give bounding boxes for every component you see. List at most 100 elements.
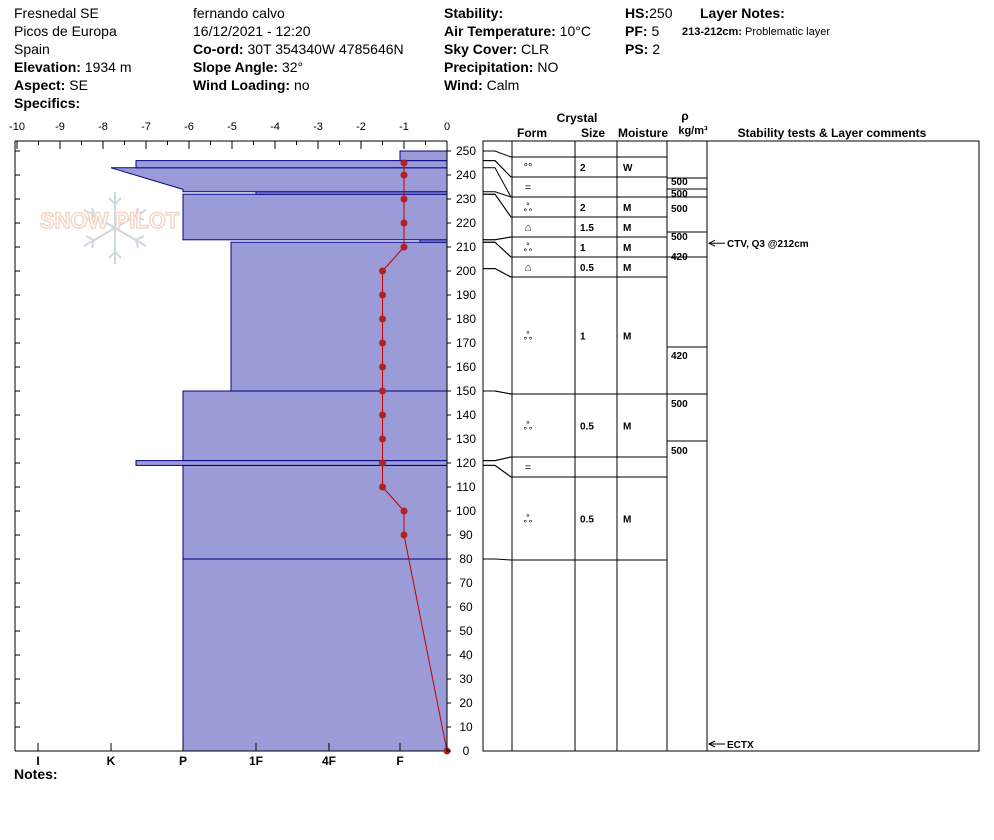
layer-connector <box>483 191 512 198</box>
test-label: ECTX <box>727 740 754 751</box>
height-tick-label: 50 <box>459 624 473 638</box>
density-value: 500 <box>671 189 688 200</box>
elevation-label: Elevation: <box>14 59 81 75</box>
hs-label: HS: <box>625 5 650 21</box>
layer-size: 2 <box>580 203 586 214</box>
layer-size: 0.5 <box>580 422 594 433</box>
coordinates: Co-ord: 30T 354340W 4785646N <box>193 40 404 58</box>
temperature-line <box>382 163 448 752</box>
height-tick-label: 130 <box>456 432 476 446</box>
snowpilot-watermark: SNOW PILOT <box>39 192 181 264</box>
precip-value: NO <box>537 59 559 75</box>
layer-size: 2 <box>580 163 586 174</box>
layer-moisture: M <box>623 422 631 433</box>
layer-connector <box>483 150 512 158</box>
temperature-tick-label: -3 <box>313 121 323 133</box>
aspect-value: SE <box>69 77 88 93</box>
density-value: 500 <box>671 204 688 215</box>
hardness-bar <box>182 464 448 560</box>
ps: PS: 2 <box>625 40 660 58</box>
temperature-point <box>379 459 386 467</box>
height-tick-label: 190 <box>456 288 476 302</box>
hardness-tick-label: 4F <box>322 754 336 768</box>
height-tick-label: 0 <box>463 744 470 758</box>
layer-table: Crystal Form Size Moisture ρ kg/m³ Stability t… <box>482 109 980 752</box>
layer-connector <box>483 390 512 395</box>
slope-label: Slope Angle: <box>193 59 279 75</box>
temperature-tick-label: -9 <box>55 121 65 133</box>
layer-moisture: W <box>623 163 633 174</box>
sky-label: Sky Cover: <box>444 41 518 57</box>
hardness-bar <box>182 193 448 241</box>
temperature-tick-label: 0 <box>444 121 450 133</box>
wind-loading-value: no <box>293 77 310 93</box>
density-value: 500 <box>671 446 688 457</box>
temperature-point <box>400 171 408 179</box>
melt-freeze-icon: ஃ <box>524 331 533 343</box>
temperature-tick-label: -8 <box>98 121 108 133</box>
layer-moisture: M <box>623 203 631 214</box>
test-label: CTV, Q3 @212cm <box>727 239 809 250</box>
height-tick-label: 230 <box>456 192 476 206</box>
stability: Stability: <box>444 4 503 22</box>
melt-freeze-icon: ஃ <box>524 421 533 433</box>
elevation-value: 1934 m <box>84 59 132 75</box>
temperature-point <box>400 531 408 539</box>
height-tick-label: 60 <box>459 600 473 614</box>
height-tick-label: 30 <box>459 672 473 686</box>
density-value: 420 <box>671 252 688 263</box>
specifics-label: Specifics: <box>14 95 81 111</box>
hardness-tick-label: I <box>36 754 39 768</box>
height-tick-label: 120 <box>456 456 476 470</box>
temperature-point <box>379 411 386 419</box>
wind-value: Calm <box>486 77 520 93</box>
temperature-tick-label: -10 <box>9 121 25 133</box>
temperature-tick-label: -5 <box>227 121 237 133</box>
layer-size: 0.5 <box>580 263 594 274</box>
height-tick-label: 160 <box>456 360 476 374</box>
density-value: 500 <box>671 399 688 410</box>
layer-moisture: M <box>623 263 631 274</box>
wind-loading-label: Wind Loading: <box>193 77 291 93</box>
test-arrow-head <box>707 239 716 247</box>
height-tick-label: 150 <box>456 384 476 398</box>
wind-loading: Wind Loading: no <box>193 76 310 94</box>
slope-angle: Slope Angle: 32° <box>193 58 303 76</box>
layer-size: 0.5 <box>580 515 594 526</box>
height-tick-label: 90 <box>459 528 473 542</box>
hardness-tick-label: K <box>107 754 116 768</box>
ps-label: PS: <box>625 41 649 57</box>
density-unit-header: kg/m³ <box>678 125 708 137</box>
height-tick-label: 180 <box>456 312 476 326</box>
size-header: Size <box>581 126 605 140</box>
height-tick-label: 80 <box>459 552 473 566</box>
temperature-point <box>400 195 408 203</box>
layer-moisture: M <box>623 243 631 254</box>
hardness-tick-label: F <box>396 754 403 768</box>
layer-connector <box>483 193 512 218</box>
melt-freeze-icon: ஃ <box>524 514 533 526</box>
precip-label: Precipitation: <box>444 59 534 75</box>
layer-connector <box>483 456 512 462</box>
rounded-grains-icon: °° <box>524 162 533 174</box>
test-arrow-head <box>707 740 716 748</box>
height-tick-label: 220 <box>456 216 476 230</box>
surface-hoar-icon: = <box>525 182 531 194</box>
layer-notes: Layer Notes: <box>700 4 785 22</box>
height-tick-label: 100 <box>456 504 476 518</box>
temperature-point <box>400 219 408 227</box>
notes: Notes: <box>14 765 58 783</box>
density-value: 500 <box>671 232 688 243</box>
layer-moisture: M <box>623 223 631 234</box>
hardness-bar <box>182 558 448 752</box>
faceted-icon: ⌂ <box>525 222 532 234</box>
temperature-tick-label: -7 <box>141 121 151 133</box>
temperature-point <box>379 387 386 395</box>
temperature-point <box>379 483 386 491</box>
left-axes: -10 -9 -8 -7 -6 -5 -4 -3 -2 -1 0I K P 1F 4F F <box>9 121 450 768</box>
elevation: Elevation: 1934 m <box>14 58 132 76</box>
layer-connector <box>483 268 512 278</box>
faceted-icon: ⌂ <box>525 262 532 274</box>
hardness-bar <box>135 160 448 169</box>
aspect-label: Aspect: <box>14 77 66 93</box>
